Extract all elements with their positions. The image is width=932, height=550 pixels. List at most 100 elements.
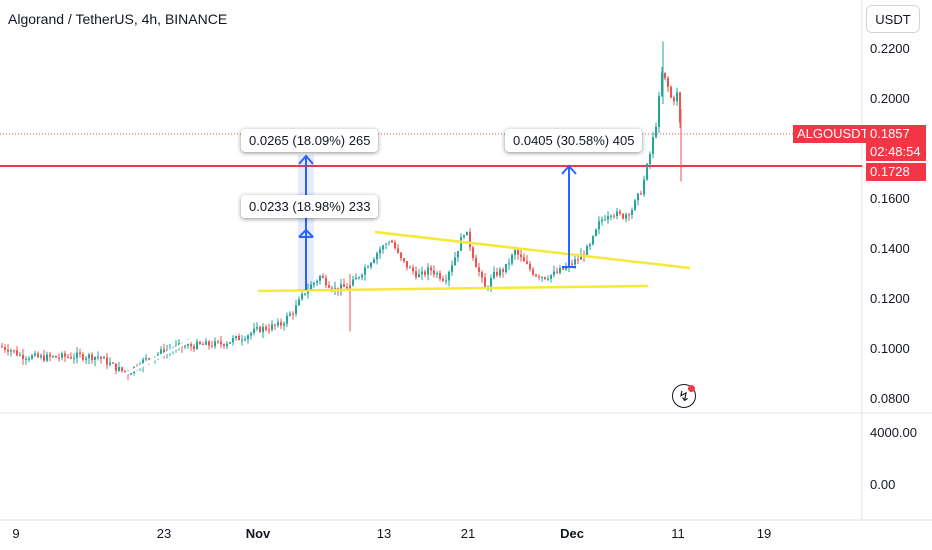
candle-body xyxy=(655,127,657,138)
candle-body xyxy=(403,258,405,262)
candle-body xyxy=(601,219,603,222)
time-tick: Nov xyxy=(245,526,271,541)
price-tick: 0.1400 xyxy=(870,241,910,256)
candle-body xyxy=(442,278,444,281)
candle-body xyxy=(499,269,501,276)
measure-label-2: 0.0233 (18.98%) 233 xyxy=(241,195,379,218)
candle-body xyxy=(430,267,432,271)
candle-body xyxy=(355,277,357,280)
candle-body xyxy=(145,358,147,360)
candle-body xyxy=(286,315,288,324)
triangle-upper-line[interactable] xyxy=(374,230,691,270)
candle-body xyxy=(316,280,318,283)
lightning-icon[interactable]: ↯ xyxy=(672,384,696,408)
candle-body xyxy=(79,352,81,355)
candle-body xyxy=(205,341,207,345)
time-tick: 23 xyxy=(156,526,172,541)
candle-body xyxy=(118,367,120,371)
candle-body xyxy=(313,282,315,285)
triangle-lower-line[interactable] xyxy=(257,284,649,293)
candle-body xyxy=(598,221,600,230)
candle-body xyxy=(283,323,285,326)
candle-body xyxy=(4,347,6,350)
candle-body xyxy=(589,244,591,246)
candle-body xyxy=(592,235,594,245)
candle-body xyxy=(94,356,96,361)
candle-body xyxy=(625,214,627,219)
candle-body xyxy=(679,92,681,123)
candle-body xyxy=(334,287,336,290)
candle-body xyxy=(253,328,255,333)
candle-body xyxy=(643,179,645,195)
candle-body xyxy=(190,344,192,347)
candle-body xyxy=(217,341,219,343)
candle-body xyxy=(418,274,420,278)
candle-body xyxy=(634,200,636,211)
candle-body xyxy=(187,344,189,346)
candle-body xyxy=(541,276,543,278)
currency-button[interactable]: USDT xyxy=(866,5,920,33)
price-tick: 0.2200 xyxy=(870,41,910,56)
candle-body xyxy=(76,352,78,359)
candle-body xyxy=(274,324,276,326)
candle-body xyxy=(565,266,567,270)
candle-body xyxy=(259,326,261,333)
time-tick: Dec xyxy=(560,526,584,541)
candle-body xyxy=(25,358,27,360)
candle-body xyxy=(478,267,480,273)
candle-body xyxy=(556,271,558,273)
candle-body xyxy=(340,284,342,291)
candle-body xyxy=(85,358,87,360)
candle-body xyxy=(319,275,321,281)
candle-body xyxy=(346,286,348,289)
candle-body xyxy=(553,271,555,275)
price-tick: 0.1000 xyxy=(870,341,910,356)
candle-body xyxy=(466,231,468,236)
candle-body xyxy=(37,353,39,358)
candle-body xyxy=(280,322,282,326)
time-tick: 13 xyxy=(376,526,392,541)
candle-body xyxy=(358,277,360,279)
candle-body xyxy=(193,346,195,349)
candle-body xyxy=(658,95,660,128)
candle-body xyxy=(667,78,669,87)
candle-body xyxy=(640,193,642,195)
symbol-title[interactable]: Algorand / TetherUS, 4h, BINANCE xyxy=(8,11,228,27)
countdown-tag: 02:48:54 xyxy=(866,143,926,161)
candle-body xyxy=(34,353,36,356)
candle-body xyxy=(511,254,513,264)
candle-body xyxy=(370,262,372,268)
price-tick: 0.2000 xyxy=(870,91,910,106)
candle-body xyxy=(232,338,234,343)
candle-body xyxy=(595,229,597,236)
candle-body xyxy=(262,326,264,333)
candle-body xyxy=(73,358,75,360)
candle-body xyxy=(433,270,435,275)
candle-body xyxy=(70,356,72,359)
uptrend-line[interactable] xyxy=(120,234,394,378)
candle-body xyxy=(331,287,333,290)
measure-arrow-1[interactable] xyxy=(298,154,314,290)
candle-body xyxy=(406,261,408,268)
candle-body xyxy=(196,341,198,349)
candle-body xyxy=(562,268,564,270)
candle-body xyxy=(184,345,186,347)
candle-body xyxy=(199,341,201,344)
candle-body xyxy=(361,274,363,278)
symbol-price-tag: ALGOUSDT xyxy=(793,125,873,143)
candle-body xyxy=(298,299,300,306)
candle-body xyxy=(268,329,270,331)
candle-body xyxy=(163,349,165,355)
candle-body xyxy=(103,357,105,359)
candle-body xyxy=(493,271,495,279)
candle-body xyxy=(439,272,441,279)
candle-body xyxy=(391,240,393,243)
time-tick: 11 xyxy=(671,526,685,541)
candle-body xyxy=(457,250,459,258)
time-tick: 19 xyxy=(756,526,772,541)
candle-body xyxy=(394,242,396,249)
candle-body xyxy=(448,271,450,281)
candle-body xyxy=(574,259,576,265)
measure-arrow-2[interactable] xyxy=(561,164,577,268)
